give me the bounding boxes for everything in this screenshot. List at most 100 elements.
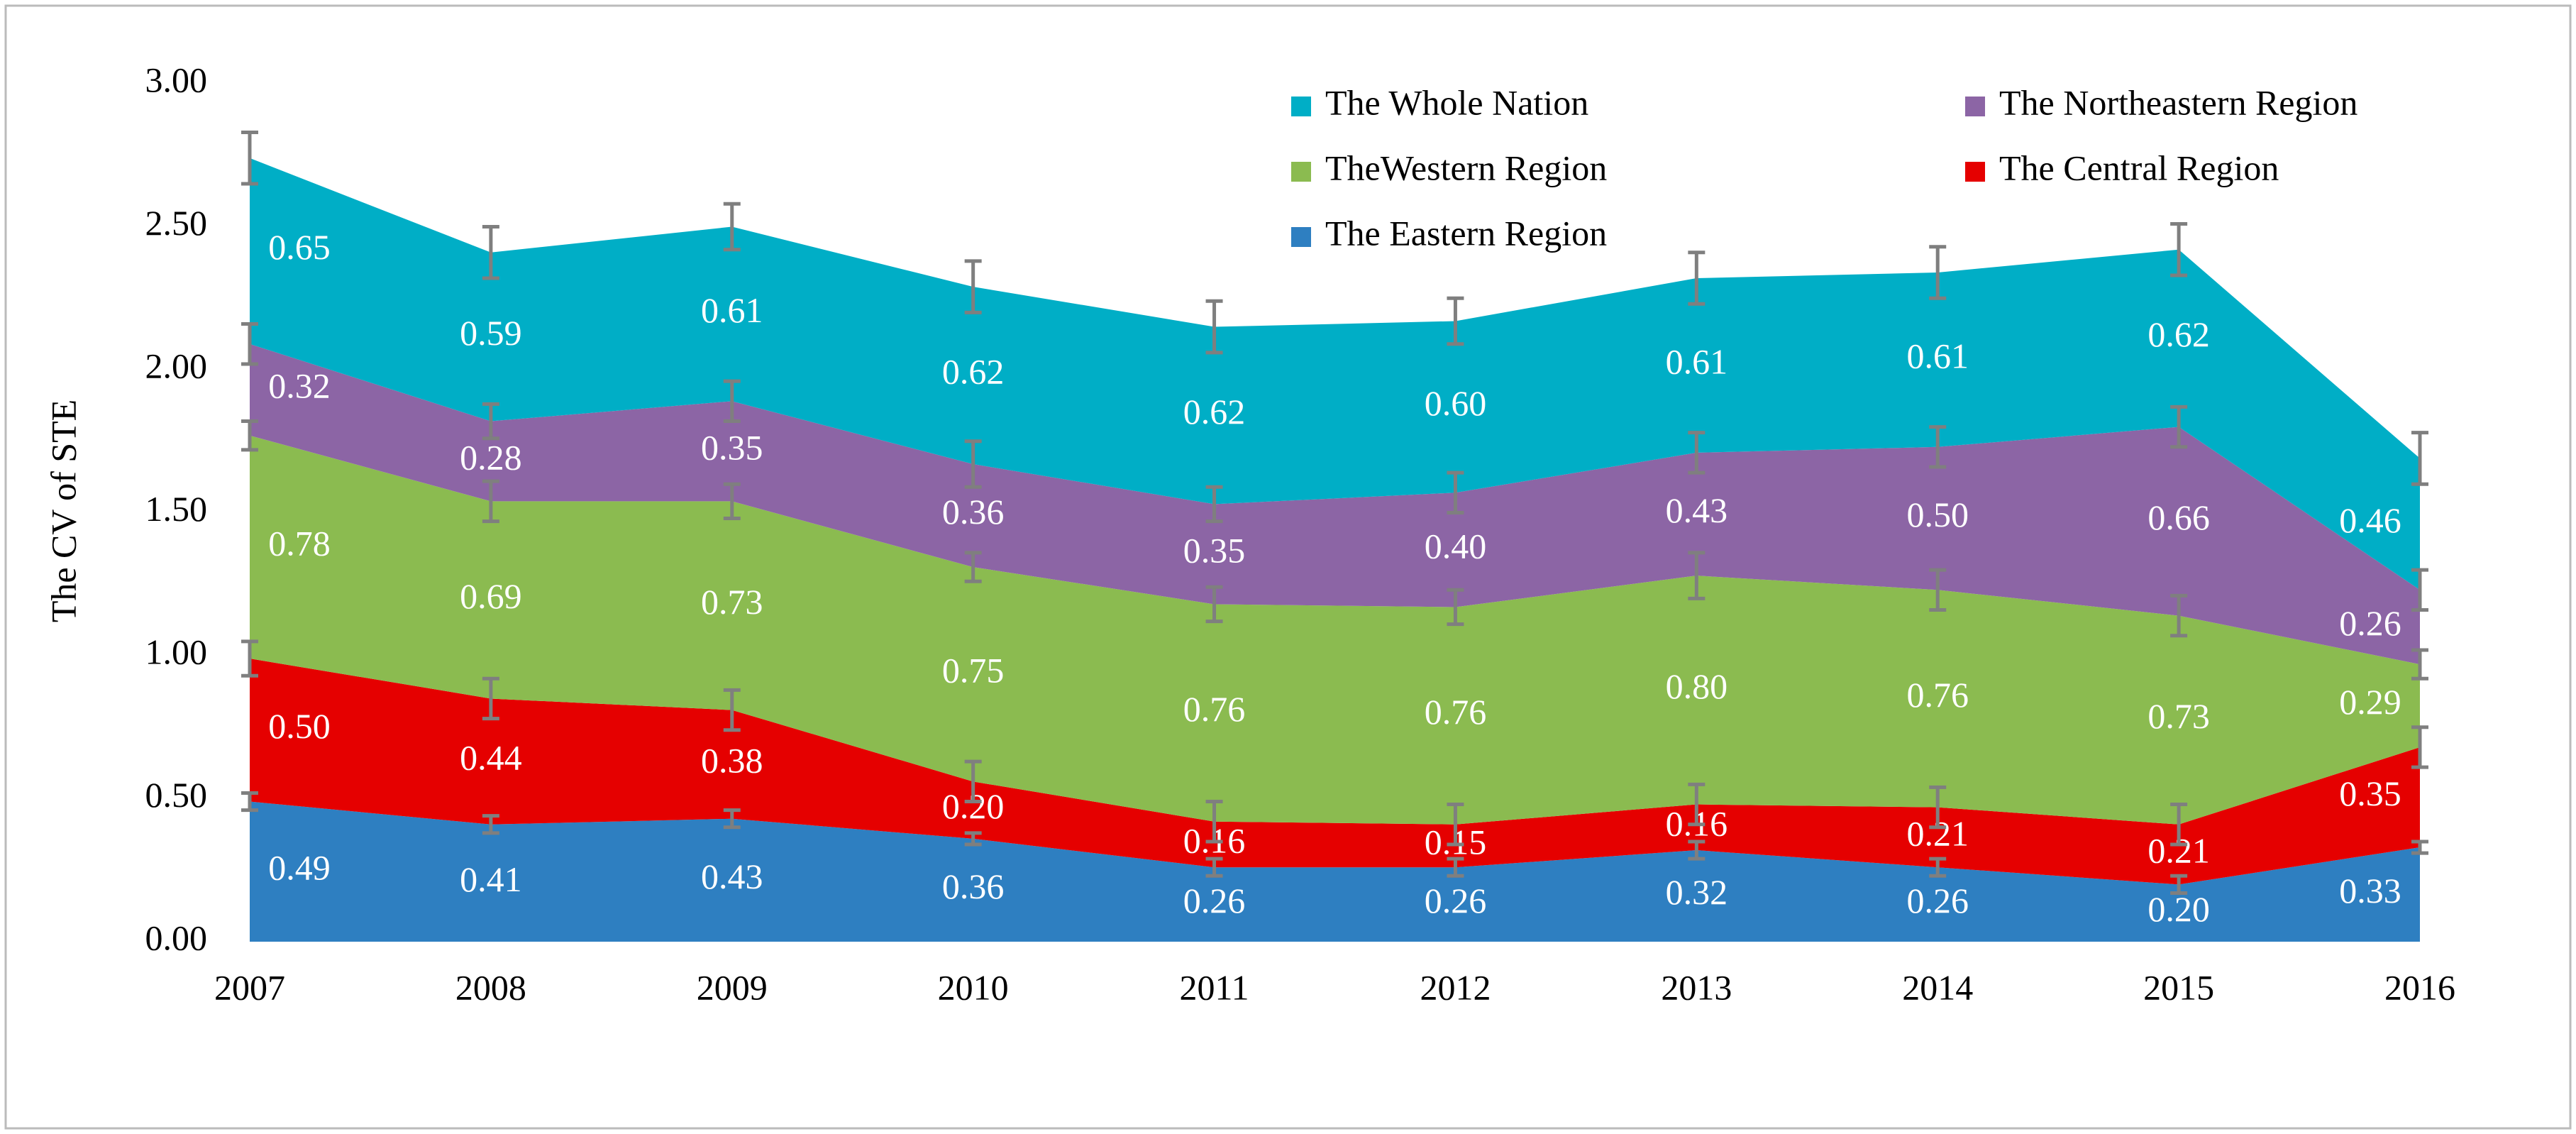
area: [250, 343, 2420, 665]
value-label: 0.61: [1906, 336, 1969, 375]
error-bar: [1688, 840, 1706, 861]
error-bar: [1929, 245, 1947, 300]
error-bar: [2170, 404, 2188, 449]
value-label: 0.73: [701, 582, 763, 622]
value-label: 0.41: [460, 859, 522, 899]
value-label: 0.33: [2339, 871, 2401, 910]
error-bar: [723, 688, 741, 732]
error-bar: [1447, 588, 1464, 627]
y-tick-label: 1.50: [145, 489, 208, 529]
error-bar: [964, 551, 982, 583]
value-label: 0.73: [2147, 696, 2210, 736]
error-bar: [1688, 251, 1706, 306]
error-bar: [1205, 585, 1223, 624]
value-label: 0.62: [2147, 314, 2210, 354]
legend-swatch: [1291, 97, 1311, 116]
area: [250, 659, 2420, 885]
legend-swatch: [1291, 227, 1311, 247]
area: [250, 801, 2420, 942]
error-bar: [964, 439, 982, 489]
legend-swatch: [1965, 162, 1985, 182]
error-bar: [2170, 221, 2188, 277]
value-label: 0.44: [460, 738, 522, 778]
error-bar: [2411, 725, 2428, 769]
value-label: 0.49: [268, 848, 331, 888]
value-label: 0.46: [2339, 500, 2401, 540]
y-tick-label: 0.50: [145, 775, 208, 815]
legend-swatch: [1291, 162, 1311, 182]
error-bar: [1929, 568, 1947, 612]
error-bar: [1929, 857, 1947, 878]
error-bar: [1205, 800, 1223, 844]
y-tick-label: 0.00: [145, 918, 208, 957]
error-bar: [1688, 551, 1706, 600]
legend-label: The Eastern Region: [1325, 213, 1607, 253]
area: [250, 435, 2420, 825]
error-bar: [1929, 785, 1947, 830]
value-label: 0.26: [2339, 603, 2401, 643]
value-label: 0.35: [2339, 774, 2401, 813]
value-label: 0.29: [2339, 682, 2401, 722]
error-bar: [964, 831, 982, 847]
error-bar: [482, 225, 499, 280]
error-bar: [723, 379, 741, 424]
value-label: 0.76: [1906, 675, 1969, 715]
error-bar: [482, 676, 499, 721]
x-tick-label: 2007: [214, 967, 285, 1007]
value-label: 0.76: [1183, 689, 1246, 729]
value-label: 0.80: [1666, 666, 1728, 706]
value-label: 0.50: [1906, 495, 1969, 534]
value-label: 0.75: [942, 651, 1005, 690]
value-label: 0.26: [1425, 881, 1487, 920]
error-bar: [482, 814, 499, 835]
x-tick-label: 2015: [2143, 967, 2214, 1007]
value-label: 0.76: [1425, 692, 1487, 732]
error-bar: [2170, 803, 2188, 847]
error-bar: [241, 791, 258, 813]
error-bar: [1205, 299, 1223, 355]
error-bar: [2411, 648, 2428, 681]
value-label: 0.66: [2147, 497, 2210, 537]
x-tick-label: 2010: [938, 967, 1009, 1007]
error-bar: [2411, 840, 2428, 855]
error-bar: [241, 639, 258, 678]
value-label: 0.35: [1183, 530, 1246, 570]
y-tick-label: 2.50: [145, 203, 208, 243]
error-bar: [723, 202, 741, 252]
error-bar: [241, 322, 258, 366]
error-bar: [1929, 425, 1947, 469]
error-bar: [1447, 857, 1464, 878]
value-label: 0.36: [942, 492, 1005, 532]
y-tick-label: 2.00: [145, 346, 208, 385]
value-label: 0.40: [1425, 526, 1487, 566]
legend-label: The Northeastern Region: [1999, 82, 2357, 122]
value-label: 0.60: [1425, 383, 1487, 423]
value-label: 0.59: [460, 313, 522, 353]
error-bar: [2170, 593, 2188, 638]
x-tick-label: 2011: [1179, 967, 1249, 1007]
value-label: 0.38: [701, 741, 763, 781]
value-label: 0.50: [268, 706, 331, 746]
error-bar: [482, 479, 499, 524]
error-bar: [1447, 803, 1464, 847]
value-label: 0.20: [2147, 889, 2210, 929]
error-bar: [964, 759, 982, 804]
error-bar: [1447, 296, 1464, 346]
x-tick-label: 2012: [1420, 967, 1491, 1007]
y-tick-label: 1.00: [145, 632, 208, 671]
value-label: 0.26: [1906, 881, 1969, 920]
y-axis-label: The CV of STE: [43, 400, 83, 622]
error-bar: [1205, 857, 1223, 878]
value-label: 0.43: [701, 857, 763, 896]
value-label: 0.32: [268, 366, 331, 406]
error-bar: [1447, 470, 1464, 514]
error-bar: [1688, 431, 1706, 475]
y-tick-label: 3.00: [145, 60, 208, 99]
legend-label: The Central Region: [1999, 148, 2279, 187]
x-tick-label: 2008: [455, 967, 526, 1007]
value-label: 0.28: [460, 437, 522, 477]
error-bar: [482, 402, 499, 441]
value-label: 0.65: [268, 227, 331, 267]
x-tick-label: 2013: [1661, 967, 1732, 1007]
